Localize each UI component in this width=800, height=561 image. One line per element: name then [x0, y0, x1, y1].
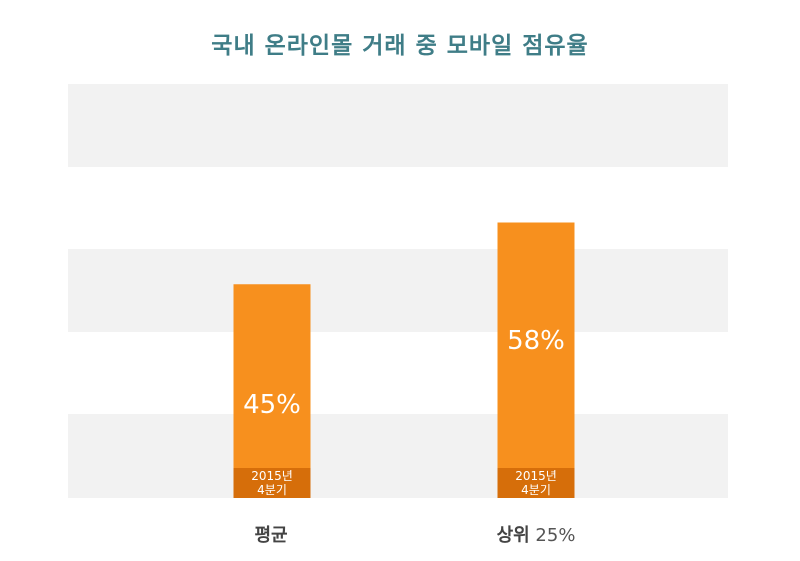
bar-base-label-1-2: 4분기 — [257, 483, 287, 497]
grid-band-1 — [68, 84, 728, 167]
bar-base-label-2-2: 4분기 — [521, 483, 551, 497]
bar-1 — [233, 284, 311, 498]
bar-2 — [497, 222, 575, 498]
category-label-top: 상위 25% — [436, 521, 636, 547]
bar-base-label-1-1: 2015년 — [251, 469, 293, 483]
value-label-1: 45% — [243, 390, 301, 420]
bar-base-label-2-1: 2015년 — [515, 469, 557, 483]
bar-base-2 — [497, 468, 575, 498]
category-label-average: 평균 — [171, 521, 371, 547]
bar-base-1 — [233, 468, 311, 498]
category-label-average-text: 평균 — [254, 525, 288, 546]
value-label-2: 58% — [507, 326, 565, 356]
background-bands — [68, 84, 728, 498]
chart-title: 국내 온라인몰 거래 중 모바일 점유율 — [211, 33, 589, 59]
category-label-top-suffix: 25% — [535, 525, 576, 546]
grid-band-2 — [68, 249, 728, 332]
grid-band-3 — [68, 414, 728, 498]
category-label-top-text: 상위 — [496, 525, 530, 546]
